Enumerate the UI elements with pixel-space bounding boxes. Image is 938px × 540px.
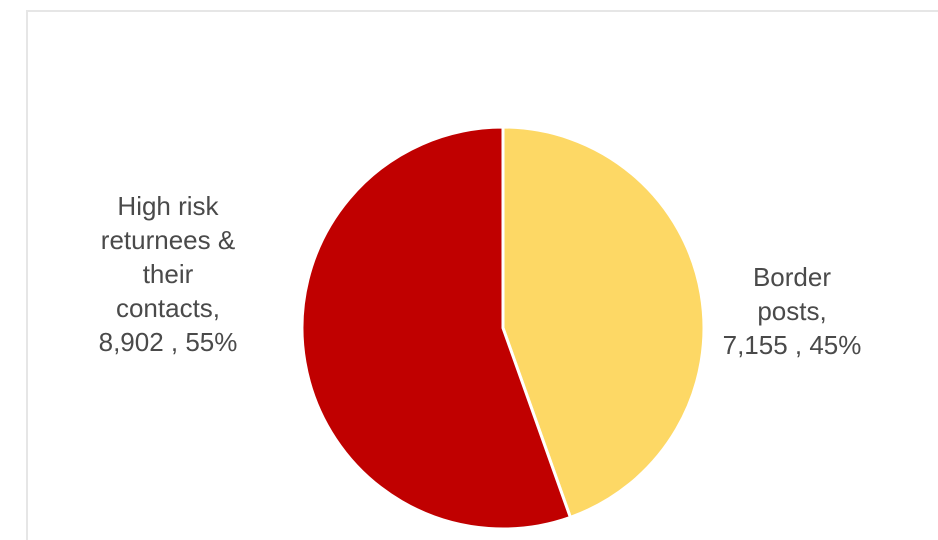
pie-slice-1 — [300, 125, 572, 531]
chart-frame — [26, 10, 938, 540]
data-label-border-posts: Border posts, 7,155 , 45% — [722, 262, 862, 360]
data-label-high-risk-returnees: High risk returnees & their contacts, 8,… — [98, 191, 238, 357]
pie-slice-0 — [501, 125, 706, 519]
